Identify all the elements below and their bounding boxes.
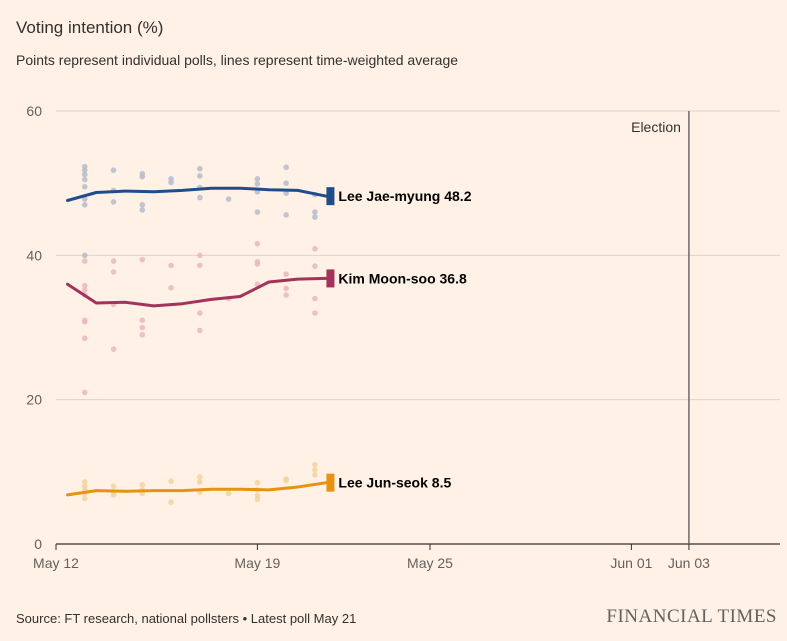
poll-point	[81, 282, 88, 289]
poll-point	[81, 202, 88, 208]
poll-point	[312, 310, 318, 316]
poll-point	[254, 496, 261, 503]
poll-points	[81, 163, 318, 505]
poll-point	[312, 214, 318, 220]
average-line	[66, 186, 328, 202]
poll-point	[197, 479, 203, 485]
poll-point	[254, 209, 261, 215]
poll-point	[139, 324, 146, 331]
poll-point	[283, 164, 289, 171]
poll-point	[197, 194, 203, 201]
average-line	[66, 276, 328, 308]
poll-point	[139, 207, 146, 213]
poll-point	[81, 479, 88, 485]
average-line	[66, 481, 328, 497]
poll-point	[197, 262, 203, 269]
poll-point	[81, 318, 88, 325]
poll-point	[283, 271, 289, 277]
poll-point	[283, 190, 289, 197]
poll-point	[81, 176, 88, 183]
poll-point	[81, 389, 88, 396]
poll-point	[110, 199, 117, 205]
average-lines	[66, 186, 335, 497]
poll-point	[139, 202, 146, 208]
poll-point	[110, 492, 117, 498]
poll-point	[168, 285, 174, 291]
poll-point	[110, 346, 117, 352]
poll-point	[110, 258, 117, 264]
end-marker	[326, 269, 335, 288]
poll-point	[139, 331, 146, 338]
ft-logo: FINANCIAL TIMES	[606, 606, 777, 627]
poll-point	[139, 482, 146, 488]
poll-point	[312, 461, 318, 468]
poll-point	[139, 256, 146, 263]
poll-point	[139, 317, 146, 324]
poll-point	[312, 209, 318, 215]
y-tick-label: 60	[26, 103, 42, 119]
poll-point	[110, 269, 117, 275]
poll-point	[81, 171, 88, 178]
poll-point	[254, 261, 261, 267]
poll-point	[312, 295, 318, 302]
x-tick-label: Jun 03	[668, 555, 710, 571]
poll-point	[254, 181, 261, 187]
poll-point	[81, 183, 88, 190]
poll-point	[168, 499, 174, 505]
source-note: Source: FT research, national pollsters …	[16, 611, 357, 626]
poll-point	[139, 173, 146, 180]
poll-point	[283, 285, 289, 292]
poll-point	[254, 240, 261, 247]
series-end-label: Kim Moon-soo 36.8	[338, 270, 467, 286]
poll-point	[168, 179, 174, 186]
poll-point	[168, 478, 174, 485]
poll-point	[81, 495, 88, 502]
chart-title: Voting intention (%)	[16, 18, 164, 37]
chart-subtitle: Points represent individual polls, lines…	[16, 52, 459, 68]
poll-point	[254, 176, 261, 182]
poll-point	[225, 490, 232, 497]
poll-point	[197, 165, 203, 172]
poll-point	[254, 479, 261, 486]
poll-point	[197, 474, 203, 480]
poll-point	[312, 471, 318, 478]
end-marker	[326, 187, 335, 206]
poll-point	[312, 263, 318, 269]
y-tick-label: 20	[26, 392, 42, 408]
poll-point	[312, 246, 318, 252]
poll-point	[197, 252, 203, 259]
poll-point	[197, 327, 203, 334]
poll-point	[283, 477, 289, 484]
election-label: Election	[631, 119, 681, 135]
poll-point	[283, 212, 289, 218]
poll-point	[110, 167, 117, 173]
y-tick-label: 40	[26, 247, 42, 263]
poll-point	[197, 173, 203, 179]
x-tick-label: May 25	[407, 555, 453, 571]
series-end-label: Lee Jae-myung 48.2	[338, 188, 471, 204]
series-end-label: Lee Jun-seok 8.5	[338, 475, 451, 491]
axis-labels: 0 20 40 60 May 12 May 19 May 25 Jun 01 Jun 03 Ele…	[26, 103, 710, 571]
y-tick-label: 0	[34, 536, 42, 552]
x-tick-label: Jun 01	[610, 555, 652, 571]
poll-point	[283, 292, 289, 298]
poll-point	[110, 483, 117, 490]
poll-point	[81, 335, 88, 342]
grid-lines	[55, 110, 780, 550]
poll-point	[81, 258, 88, 264]
poll-point	[283, 180, 289, 186]
poll-point	[81, 252, 88, 259]
poll-point	[225, 196, 232, 202]
poll-point	[312, 466, 318, 473]
x-tick-label: May 12	[33, 555, 79, 571]
end-marker	[326, 473, 335, 492]
poll-point	[81, 167, 88, 173]
poll-point	[81, 287, 88, 293]
poll-point	[197, 310, 203, 316]
poll-point	[168, 262, 174, 269]
x-tick-label: May 19	[234, 555, 280, 571]
